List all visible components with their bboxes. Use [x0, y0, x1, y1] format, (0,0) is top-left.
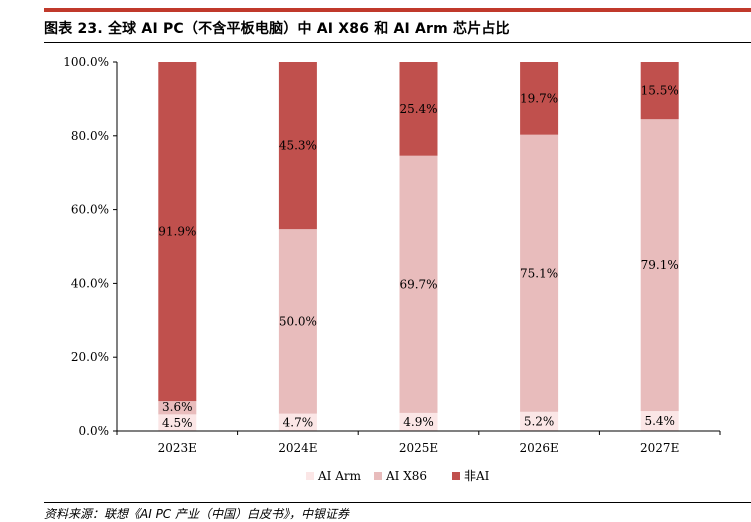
source-divider — [44, 502, 751, 503]
y-tick-label-3: 60.0% — [71, 203, 109, 217]
source-note: 资料来源：联想《AI PC 产业（中国）白皮书》，中银证券 — [44, 507, 349, 521]
x-tick-label-2027E: 2027E — [640, 441, 679, 455]
data-label-2024E-非AI: 45.3% — [279, 139, 317, 153]
legend-swatch-AI X86 — [374, 472, 382, 480]
data-label-2026E-AI Arm: 5.2% — [524, 414, 555, 428]
stacked-bar-chart: 4.5% 3.6% 91.9% 4.7% 50.0% 45.3% 4.9% 69.7% 25.4… — [63, 55, 721, 483]
bar-segment-2026E-AI Arm — [520, 411, 559, 431]
bar-segment-2024E-AI X86 — [278, 229, 317, 414]
data-label-2023E-AI Arm: 4.5% — [162, 416, 193, 430]
data-label-2024E-AI X86: 50.0% — [279, 314, 317, 328]
bar-segment-2026E-非AI — [520, 62, 559, 135]
y-tick-label-4: 80.0% — [71, 129, 109, 143]
data-label-2025E-AI X86: 69.7% — [399, 277, 437, 291]
bar-segment-2027E-AI Arm — [640, 411, 679, 431]
bar-segment-2025E-AI Arm — [399, 412, 438, 431]
chart-title: 图表 23. 全球 AI PC（不含平板电脑）中 AI X86 和 AI Arm… — [44, 21, 510, 37]
legend-swatch-AI Arm — [306, 472, 314, 480]
data-label-2024E-AI Arm: 4.7% — [283, 415, 314, 429]
data-label-2027E-AI Arm: 5.4% — [644, 414, 675, 428]
y-tick-label-5: 100.0% — [63, 55, 109, 69]
bar-segment-2025E-AI X86 — [399, 155, 438, 413]
data-label-2027E-非AI: 15.5% — [641, 84, 679, 98]
legend-swatch-非AI — [452, 472, 460, 480]
data-label-2026E-非AI: 19.7% — [520, 91, 558, 105]
bar-segment-2024E-AI Arm — [278, 413, 317, 431]
legend-label-AI X86: AI X86 — [385, 469, 427, 483]
bar-segment-2023E-AI Arm — [158, 414, 197, 431]
bar-segment-2027E-非AI — [640, 62, 679, 120]
y-tick-label-1: 20.0% — [71, 350, 109, 364]
data-label-2025E-非AI: 25.4% — [399, 102, 437, 116]
x-tick-label-2025E: 2025E — [399, 441, 438, 455]
header-accent-bar — [44, 8, 751, 12]
bar-segment-2023E-非AI — [158, 62, 197, 402]
bar-segment-2026E-AI X86 — [520, 134, 559, 412]
x-tick-label-2024E: 2024E — [278, 441, 317, 455]
legend-label-非AI: 非AI — [464, 469, 490, 483]
data-label-2026E-AI X86: 75.1% — [520, 266, 558, 280]
x-tick-label-2023E: 2023E — [158, 441, 197, 455]
bar-segment-2024E-非AI — [278, 62, 317, 230]
bar-segment-2027E-AI X86 — [640, 119, 679, 412]
y-tick-label-2: 40.0% — [71, 276, 109, 290]
data-label-2027E-AI X86: 79.1% — [641, 258, 679, 272]
data-label-2023E-AI X86: 3.6% — [162, 400, 193, 414]
x-tick-label-2026E: 2026E — [519, 441, 558, 455]
bar-segment-2025E-非AI — [399, 62, 438, 156]
y-tick-label-0: 0.0% — [79, 424, 110, 438]
data-label-2025E-AI Arm: 4.9% — [403, 415, 434, 429]
title-divider — [44, 42, 751, 43]
data-label-2023E-非AI: 91.9% — [158, 225, 196, 239]
bar-segment-2023E-AI X86 — [158, 401, 197, 415]
legend-label-AI Arm: AI Arm — [317, 469, 362, 483]
